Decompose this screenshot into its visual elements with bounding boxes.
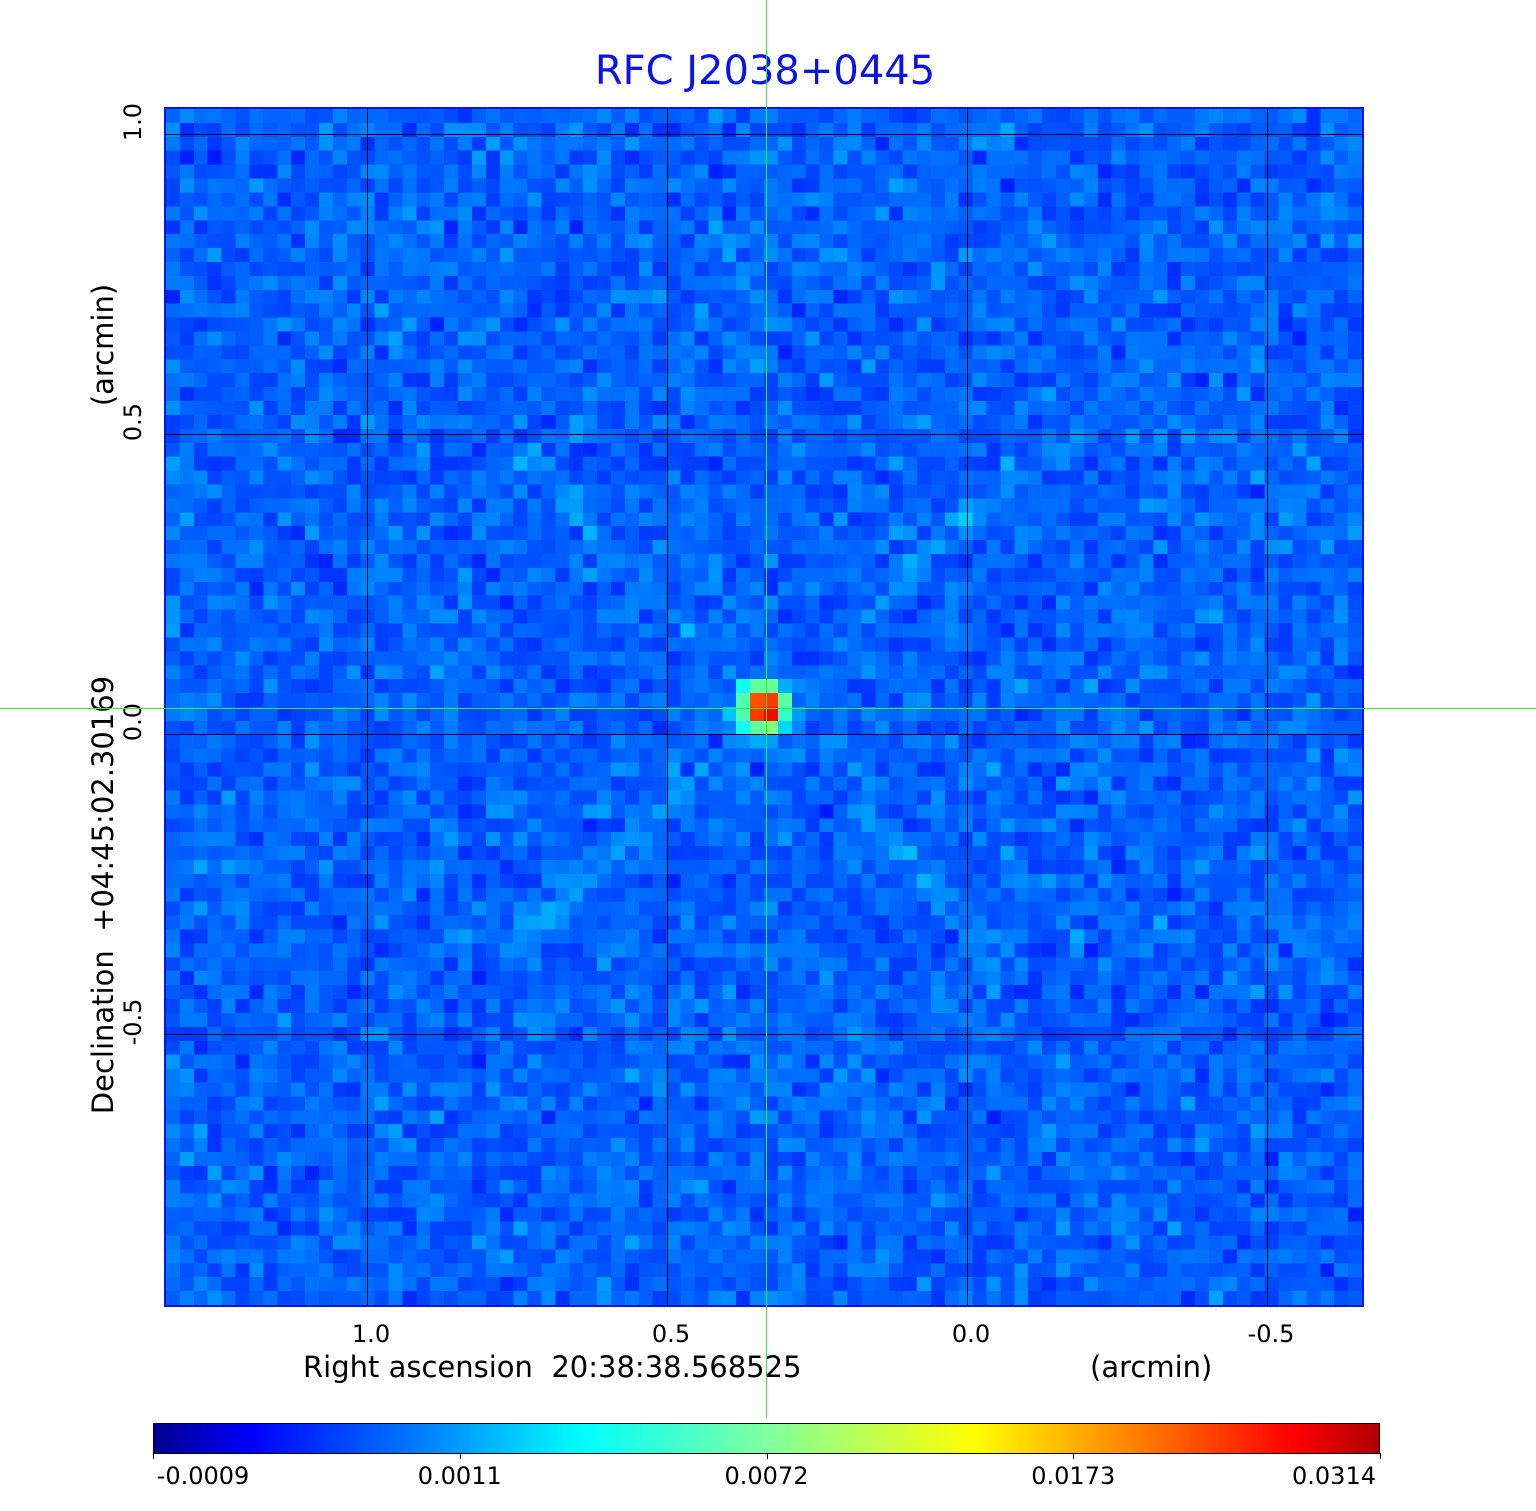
colorbar-tick-label: 0.0011 xyxy=(417,1462,502,1490)
grid-line-vertical xyxy=(367,109,368,1305)
x-tick-label: -0.5 xyxy=(1247,1320,1295,1348)
grid-line-vertical xyxy=(667,109,668,1305)
chart-title: RFC J2038+0445 xyxy=(594,48,936,94)
y-axis-label: Declination +04:45:02.30169 xyxy=(86,675,120,1115)
x-tick-label: 0.5 xyxy=(651,1320,691,1348)
colorbar-tick xyxy=(459,1453,461,1459)
colorbar-tick-label: 0.0173 xyxy=(1031,1462,1116,1490)
grid-line-horizontal xyxy=(166,434,1362,436)
colorbar-tick xyxy=(1380,1453,1381,1459)
x-axis-unit: (arcmin) xyxy=(1090,1350,1213,1384)
crosshair-horizontal xyxy=(0,708,1536,709)
image-plot-area[interactable] xyxy=(164,107,1364,1307)
crosshair-vertical xyxy=(766,0,767,1418)
colorbar-tick xyxy=(1073,1453,1075,1459)
colorbar-tick xyxy=(153,1453,154,1459)
colorbar xyxy=(153,1423,1380,1454)
y-tick-label: 0.5 xyxy=(119,403,147,442)
y-tick-label: -0.5 xyxy=(119,998,147,1046)
grid-line-vertical xyxy=(967,109,968,1305)
intensity-heatmap xyxy=(166,109,1362,1305)
colorbar-tick-label: 0.0314 xyxy=(1292,1462,1376,1490)
grid-line-horizontal xyxy=(166,134,1362,136)
x-axis-label: Right ascension 20:38:38.568525 xyxy=(303,1350,802,1384)
colorbar-tick xyxy=(766,1453,768,1459)
colorbar-tick-label: -0.0009 xyxy=(156,1462,250,1490)
grid-line-vertical xyxy=(1267,109,1268,1305)
y-axis-unit: (arcmin) xyxy=(86,283,120,407)
colorbar-tick-label: 0.0072 xyxy=(724,1462,809,1490)
grid-line-horizontal xyxy=(166,734,1362,736)
x-tick-label: 0.0 xyxy=(951,1320,991,1348)
y-tick-label: 1.0 xyxy=(119,103,147,142)
grid-line-horizontal xyxy=(166,1034,1362,1036)
x-tick-label: 1.0 xyxy=(351,1320,391,1348)
